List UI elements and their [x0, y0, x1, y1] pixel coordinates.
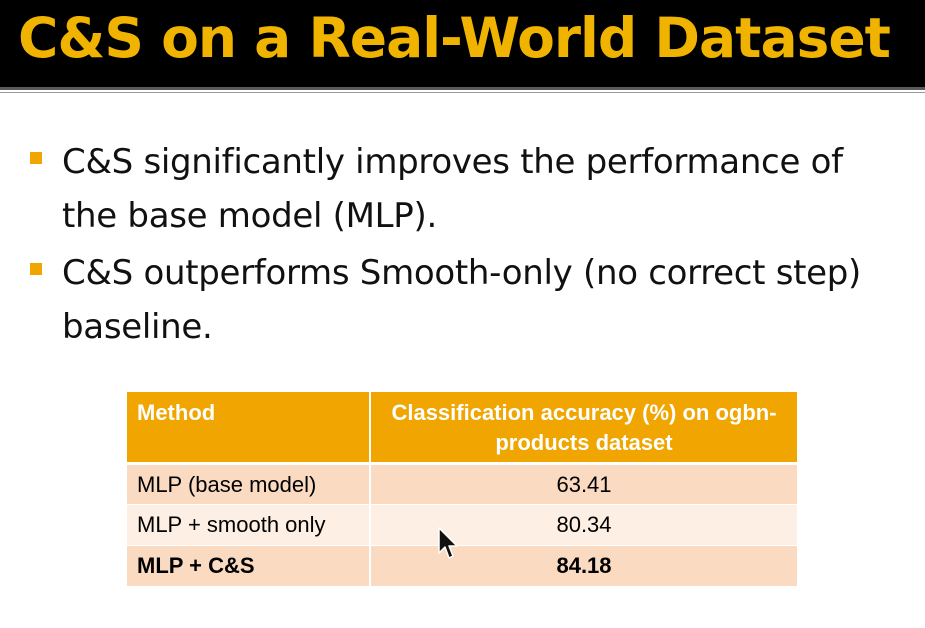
table-row: MLP + C&S 84.18	[127, 545, 797, 587]
square-bullet-icon	[30, 152, 42, 164]
bullet-item: C&S significantly improves the performan…	[28, 135, 908, 243]
table-header-row: Method Classification accuracy (%) on og…	[127, 392, 797, 465]
cell-method: MLP + C&S	[127, 545, 371, 587]
slide-title: C&S on a Real-World Dataset	[18, 6, 891, 70]
column-header-accuracy: Classification accuracy (%) on ogbn-prod…	[370, 392, 797, 465]
title-bar: C&S on a Real-World Dataset	[0, 0, 925, 87]
title-divider-thin	[0, 92, 925, 93]
results-table: Method Classification accuracy (%) on og…	[127, 392, 797, 587]
cell-accuracy: 80.34	[370, 504, 797, 546]
table-row: MLP (base model) 63.41	[127, 463, 797, 505]
cell-method: MLP + smooth only	[127, 504, 371, 546]
title-divider	[0, 87, 925, 90]
bullet-list: C&S significantly improves the performan…	[28, 135, 908, 357]
mouse-pointer-icon	[438, 527, 458, 559]
bullet-text: C&S significantly improves the performan…	[62, 142, 843, 236]
column-header-method: Method	[127, 392, 371, 465]
bullet-item: C&S outperforms Smooth-only (no correct …	[28, 246, 908, 354]
table-row: MLP + smooth only 80.34	[127, 504, 797, 546]
cell-accuracy: 63.41	[370, 463, 797, 505]
square-bullet-icon	[30, 263, 42, 275]
cell-accuracy: 84.18	[370, 545, 797, 587]
bullet-text: C&S outperforms Smooth-only (no correct …	[62, 253, 861, 347]
cell-method: MLP (base model)	[127, 463, 371, 505]
